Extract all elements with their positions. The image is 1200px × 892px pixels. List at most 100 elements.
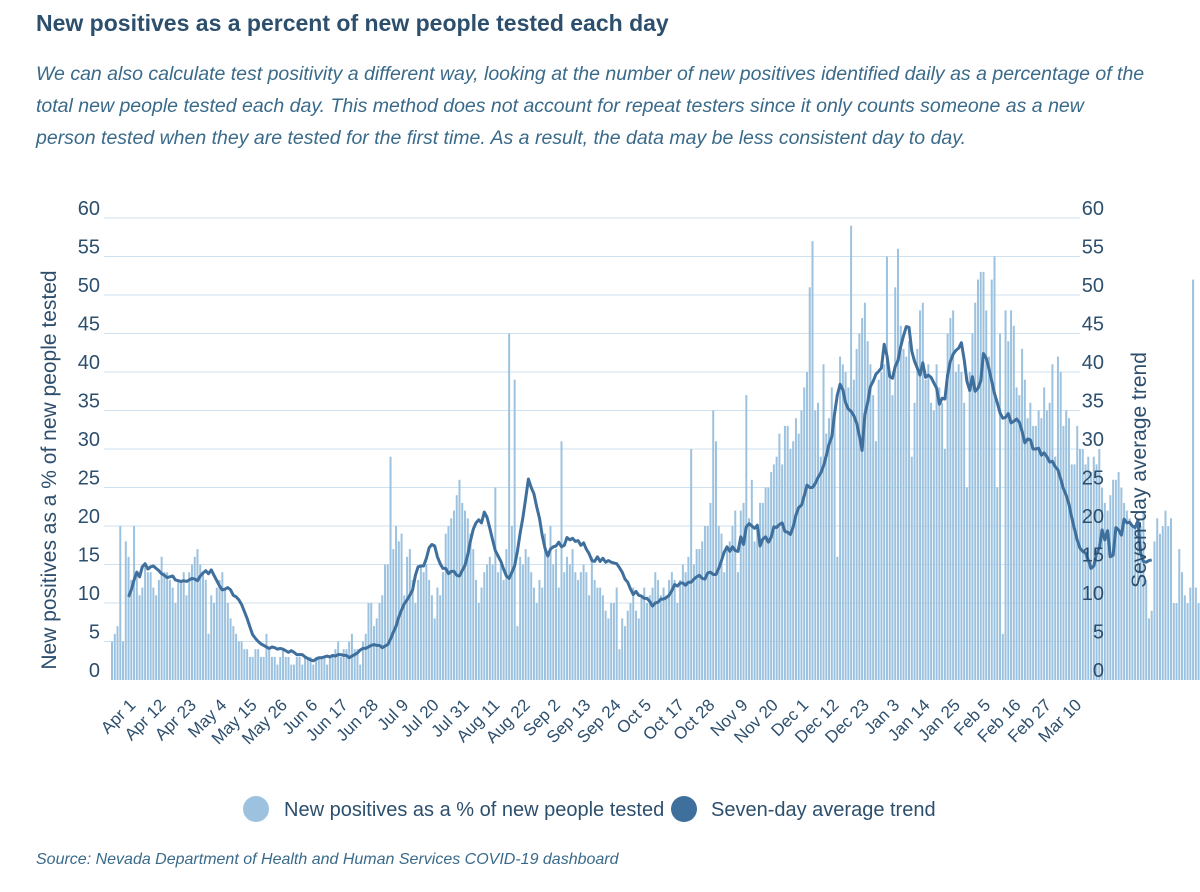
bar xyxy=(574,572,577,680)
bar xyxy=(1004,310,1007,680)
bar xyxy=(833,418,836,680)
bar xyxy=(1175,603,1178,680)
bar xyxy=(648,595,651,680)
bar xyxy=(858,333,861,680)
bar xyxy=(119,526,122,680)
right-y-axis-title: Seven-day average trend xyxy=(1128,352,1151,588)
bar xyxy=(761,502,764,680)
bar xyxy=(588,595,591,680)
bar xyxy=(215,587,218,680)
bar xyxy=(259,656,262,680)
bar xyxy=(298,656,301,680)
bar xyxy=(422,572,425,680)
bar xyxy=(276,664,279,680)
bar xyxy=(965,487,968,680)
bar xyxy=(687,556,690,680)
bar xyxy=(640,595,643,680)
bar xyxy=(1114,479,1117,680)
bar xyxy=(174,603,177,680)
bar xyxy=(309,656,312,680)
bar xyxy=(430,595,433,680)
bar xyxy=(133,526,136,680)
y2-tick-label: 40 xyxy=(1082,352,1104,374)
y2-tick-label: 10 xyxy=(1082,583,1104,605)
left-y-axis-title: New positives as a % of new people teste… xyxy=(38,270,61,669)
bar xyxy=(273,656,276,680)
y2-tick-label: 25 xyxy=(1082,468,1104,490)
bar xyxy=(734,510,737,680)
bar xyxy=(703,526,706,680)
bar xyxy=(447,526,450,680)
bar xyxy=(756,526,759,680)
bar xyxy=(111,641,113,680)
bar xyxy=(339,656,342,680)
bar xyxy=(116,626,119,680)
bar xyxy=(990,279,993,680)
bar xyxy=(745,395,748,680)
bar xyxy=(742,502,745,680)
bar xyxy=(524,549,527,680)
bar xyxy=(312,664,315,680)
bar xyxy=(668,579,671,680)
bar xyxy=(775,456,778,680)
bar xyxy=(1161,526,1164,680)
bar xyxy=(1134,526,1137,680)
bar xyxy=(1065,410,1068,680)
bar xyxy=(279,656,282,680)
bar xyxy=(794,418,797,680)
bar xyxy=(248,656,251,680)
bar xyxy=(712,410,715,680)
bar xyxy=(1156,518,1159,680)
bar xyxy=(996,487,999,680)
bar xyxy=(971,333,974,680)
bar xyxy=(557,587,560,680)
bar xyxy=(560,441,563,680)
bar xyxy=(1051,364,1054,680)
bar xyxy=(817,402,819,680)
bar xyxy=(657,579,660,680)
bar xyxy=(673,579,676,680)
bar xyxy=(1070,464,1073,680)
bar xyxy=(717,526,720,680)
bar xyxy=(836,556,839,680)
bar xyxy=(604,610,607,680)
bar xyxy=(1098,449,1101,680)
bar xyxy=(373,626,375,680)
bar xyxy=(952,310,955,680)
bar xyxy=(353,649,356,680)
bar xyxy=(403,595,406,680)
bar xyxy=(844,372,847,680)
bar xyxy=(571,549,574,680)
y-tick-label: 40 xyxy=(78,352,100,374)
bar xyxy=(204,579,207,680)
bar xyxy=(841,364,844,680)
bar xyxy=(229,618,232,680)
bar xyxy=(908,341,911,680)
bar xyxy=(786,425,789,680)
bar xyxy=(599,587,602,680)
bar xyxy=(888,372,891,680)
bar xyxy=(1189,587,1192,680)
bar xyxy=(1079,449,1081,680)
bar xyxy=(1112,479,1115,680)
bar xyxy=(130,579,133,680)
bar xyxy=(455,495,458,680)
bar xyxy=(458,479,461,680)
bar xyxy=(872,395,875,680)
bar xyxy=(999,333,1002,680)
bar xyxy=(359,664,362,680)
bar xyxy=(1131,526,1134,680)
bar xyxy=(477,603,480,680)
bar xyxy=(814,410,817,680)
bar xyxy=(185,595,188,680)
bar xyxy=(828,418,831,680)
y2-tick-label: 60 xyxy=(1082,198,1104,220)
bar xyxy=(679,579,682,680)
bar xyxy=(808,287,811,680)
bar xyxy=(866,341,869,680)
bar xyxy=(651,587,654,680)
bar xyxy=(483,572,486,680)
bar xyxy=(1147,618,1150,680)
bar xyxy=(946,333,949,680)
